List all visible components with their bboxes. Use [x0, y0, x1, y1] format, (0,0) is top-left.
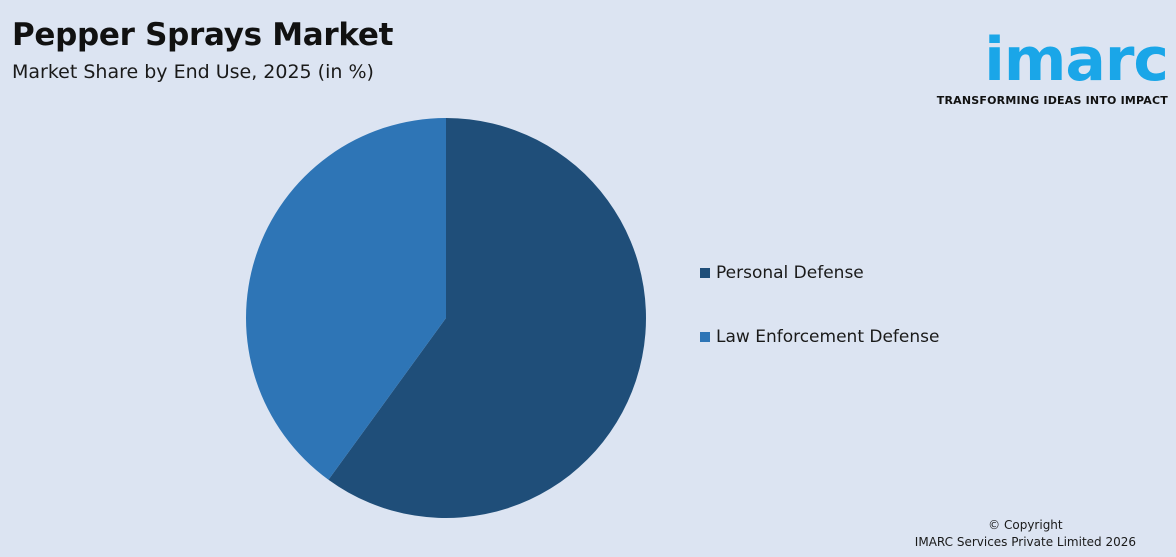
legend-label-law-enforcement-defense: Law Enforcement Defense — [716, 327, 940, 347]
pie-chart — [246, 118, 646, 518]
logo-wordmark: imarc — [984, 25, 1169, 95]
legend-item-law-enforcement-defense: Law Enforcement Defense — [700, 326, 939, 348]
chart-legend: Personal Defense Law Enforcement Defense — [700, 262, 939, 390]
copyright-notice: © Copyright IMARC Services Private Limit… — [915, 517, 1136, 551]
pie-slice-law-enforcement-defense — [246, 118, 446, 480]
chart-subtitle: Market Share by End Use, 2025 (in %) — [12, 61, 374, 83]
pie-slice-personal-defense — [328, 118, 646, 518]
copyright-line-1: © Copyright — [988, 518, 1063, 532]
copyright-line-2: IMARC Services Private Limited 2026 — [914, 535, 1136, 549]
logo-tagline: TRANSFORMING IDEAS INTO IMPACT — [936, 94, 1168, 107]
imarc-logo: imarc TRANSFORMING IDEAS INTO IMPACT — [936, 8, 1169, 108]
legend-label-personal-defense: Personal Defense — [716, 263, 864, 283]
legend-swatch-law-enforcement-defense — [700, 332, 710, 342]
legend-item-personal-defense: Personal Defense — [700, 262, 939, 284]
legend-swatch-personal-defense — [700, 268, 710, 278]
chart-title: Pepper Sprays Market — [12, 17, 394, 53]
